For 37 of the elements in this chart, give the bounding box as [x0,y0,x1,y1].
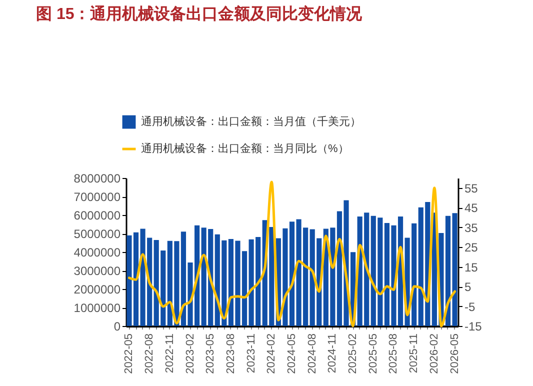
y2-tick-label: -5 [464,300,476,314]
y-tick-label: 2000000 [74,282,121,296]
x-tick-label: 2025-02 [347,334,360,374]
y-tick-label: 4000000 [74,246,121,260]
x-tick-label: 2023-08 [224,334,237,374]
y2-tick-label: 45 [464,201,478,216]
y-tick-label: 6000000 [74,208,121,222]
y-tick-label: 8000000 [74,172,121,186]
y-tick-label: 0 [114,320,121,334]
x-tick-label: 2026-05 [448,334,461,374]
y2-tick-label: 55 [464,181,478,196]
y-tick-label: 7000000 [74,190,121,204]
x-tick-label: 2022-05 [123,334,136,374]
y-tick-label: 1000000 [74,301,121,315]
legend-label: 通用机械设备：出口金额：当月同比（%） [141,142,349,155]
x-tick-label: 2024-08 [306,334,318,374]
x-tick-label: 2026-02 [428,334,440,374]
x-tick-label: 2024-02 [266,334,278,374]
x-tick-label: 2024-05 [286,334,298,374]
x-tick-label: 2022-08 [144,334,156,374]
x-tick-label: 2023-05 [204,334,217,374]
x-tick-label: 2023-02 [184,334,196,374]
y2-tick-label: 35 [464,220,478,235]
legend-label: 通用机械设备：出口金额：当月值（千美元） [141,115,361,128]
x-tick-label: 2025-08 [388,334,400,374]
y2-tick-label: 5 [464,280,472,294]
y2-tick-label: 15 [464,260,478,274]
chart-title: 图 15：通用机械设备出口金额及同比变化情况 [36,5,364,23]
x-tick-label: 2023-11 [245,334,258,374]
y2-tick-label: -15 [464,320,482,334]
y-tick-label: 5000000 [74,227,121,241]
y2-tick-label: 25 [464,240,478,255]
x-tick-label: 2025-05 [367,334,380,374]
x-tick-label: 2025-11 [408,334,420,374]
x-tick-label: 2024-11 [326,334,339,374]
x-tick-label: 2022-11 [164,334,176,374]
y-tick-label: 3000000 [74,264,121,278]
